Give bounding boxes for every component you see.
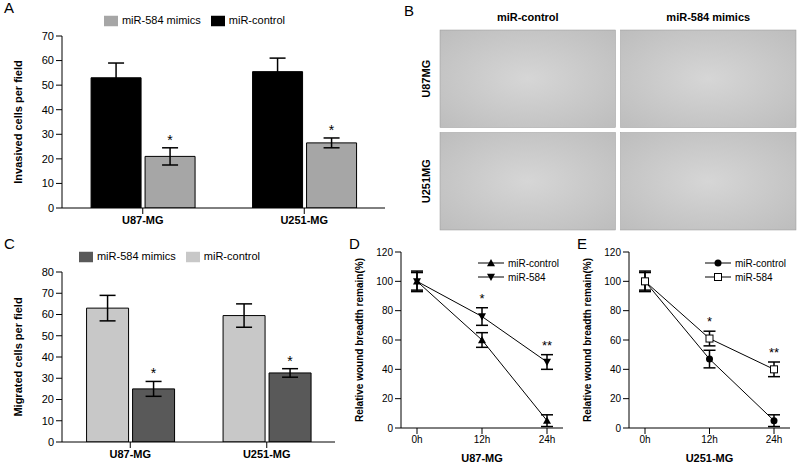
- svg-text:60: 60: [382, 335, 394, 346]
- svg-text:Migrated cells per field: Migrated cells per field: [12, 297, 24, 416]
- svg-text:20: 20: [42, 393, 54, 405]
- svg-text:100: 100: [376, 276, 393, 287]
- svg-text:0h: 0h: [639, 434, 650, 445]
- svg-text:U87-MG: U87-MG: [122, 214, 164, 226]
- svg-text:40: 40: [610, 364, 622, 375]
- svg-text:40: 40: [42, 351, 54, 363]
- svg-text:60: 60: [610, 335, 622, 346]
- html-text:miR-584: miR-584: [734, 271, 773, 283]
- svg-text:50: 50: [42, 79, 54, 91]
- svg-text:0: 0: [48, 436, 54, 448]
- svg-text:**: **: [769, 345, 779, 360]
- svg-text:U251-MG: U251-MG: [243, 448, 291, 460]
- svg-text:60: 60: [42, 54, 54, 66]
- svg-text:10: 10: [42, 177, 54, 189]
- svg-text:U87MG: U87MG: [420, 60, 432, 98]
- svg-text:30: 30: [42, 128, 54, 140]
- html-text:miR-control: miR-control: [203, 250, 260, 262]
- svg-text:0: 0: [48, 202, 54, 214]
- svg-text:0h: 0h: [411, 434, 422, 445]
- svg-text:100: 100: [604, 276, 621, 287]
- svg-text:U87-MG: U87-MG: [461, 452, 503, 464]
- html-text:miR-control: miR-control: [228, 14, 285, 26]
- svg-text:miR-584 mimics: miR-584 mimics: [666, 11, 750, 23]
- svg-text:*: *: [479, 291, 484, 306]
- svg-text:24h: 24h: [539, 434, 556, 445]
- svg-text:*: *: [151, 365, 157, 381]
- svg-text:20: 20: [610, 393, 622, 404]
- svg-text:20: 20: [382, 393, 394, 404]
- svg-text:10: 10: [42, 415, 54, 427]
- svg-text:U251MG: U251MG: [420, 159, 432, 203]
- svg-text:12h: 12h: [701, 434, 718, 445]
- svg-text:70: 70: [42, 30, 54, 42]
- svg-text:30: 30: [42, 372, 54, 384]
- svg-text:*: *: [167, 132, 173, 148]
- svg-text:40: 40: [42, 104, 54, 116]
- svg-text:60: 60: [42, 308, 54, 320]
- svg-text:Invasived cells per field: Invasived cells per field: [12, 60, 24, 184]
- svg-text:70: 70: [42, 287, 54, 299]
- svg-text:*: *: [707, 314, 712, 329]
- svg-text:50: 50: [42, 330, 54, 342]
- svg-text:120: 120: [376, 247, 393, 258]
- svg-text:120: 120: [604, 247, 621, 258]
- html-text:A: A: [4, 0, 14, 16]
- svg-text:24h: 24h: [766, 434, 783, 445]
- svg-text:U251-MG: U251-MG: [280, 214, 328, 226]
- html-text:miR-584: miR-584: [507, 271, 546, 283]
- svg-text:Relative wound breadth remain(: Relative wound breadth remain(%): [354, 258, 365, 422]
- svg-text:B: B: [404, 2, 414, 19]
- svg-text:Relative wound breadth remain(: Relative wound breadth remain(%): [582, 258, 593, 422]
- html-text:D: D: [349, 235, 360, 252]
- svg-text:80: 80: [382, 305, 394, 316]
- svg-text:0: 0: [387, 423, 393, 434]
- html-text:C: C: [4, 235, 15, 252]
- html-text:miR-584 mimics: miR-584 mimics: [97, 250, 176, 262]
- html-text:E: E: [577, 235, 587, 252]
- svg-text:U87-MG: U87-MG: [109, 448, 151, 460]
- html-text:miR-control: miR-control: [507, 257, 559, 269]
- html-text:miR-control: miR-control: [734, 257, 786, 269]
- svg-text:12h: 12h: [474, 434, 491, 445]
- svg-text:miR-control: miR-control: [497, 11, 559, 23]
- svg-text:0: 0: [615, 423, 621, 434]
- svg-text:80: 80: [610, 305, 622, 316]
- svg-text:**: **: [542, 338, 552, 353]
- svg-text:40: 40: [382, 364, 394, 375]
- svg-text:80: 80: [42, 266, 54, 278]
- svg-text:*: *: [329, 122, 335, 138]
- html-text:miR-584 mimics: miR-584 mimics: [122, 14, 201, 26]
- svg-text:U251-MG: U251-MG: [686, 452, 734, 464]
- svg-text:20: 20: [42, 153, 54, 165]
- svg-text:*: *: [287, 353, 293, 369]
